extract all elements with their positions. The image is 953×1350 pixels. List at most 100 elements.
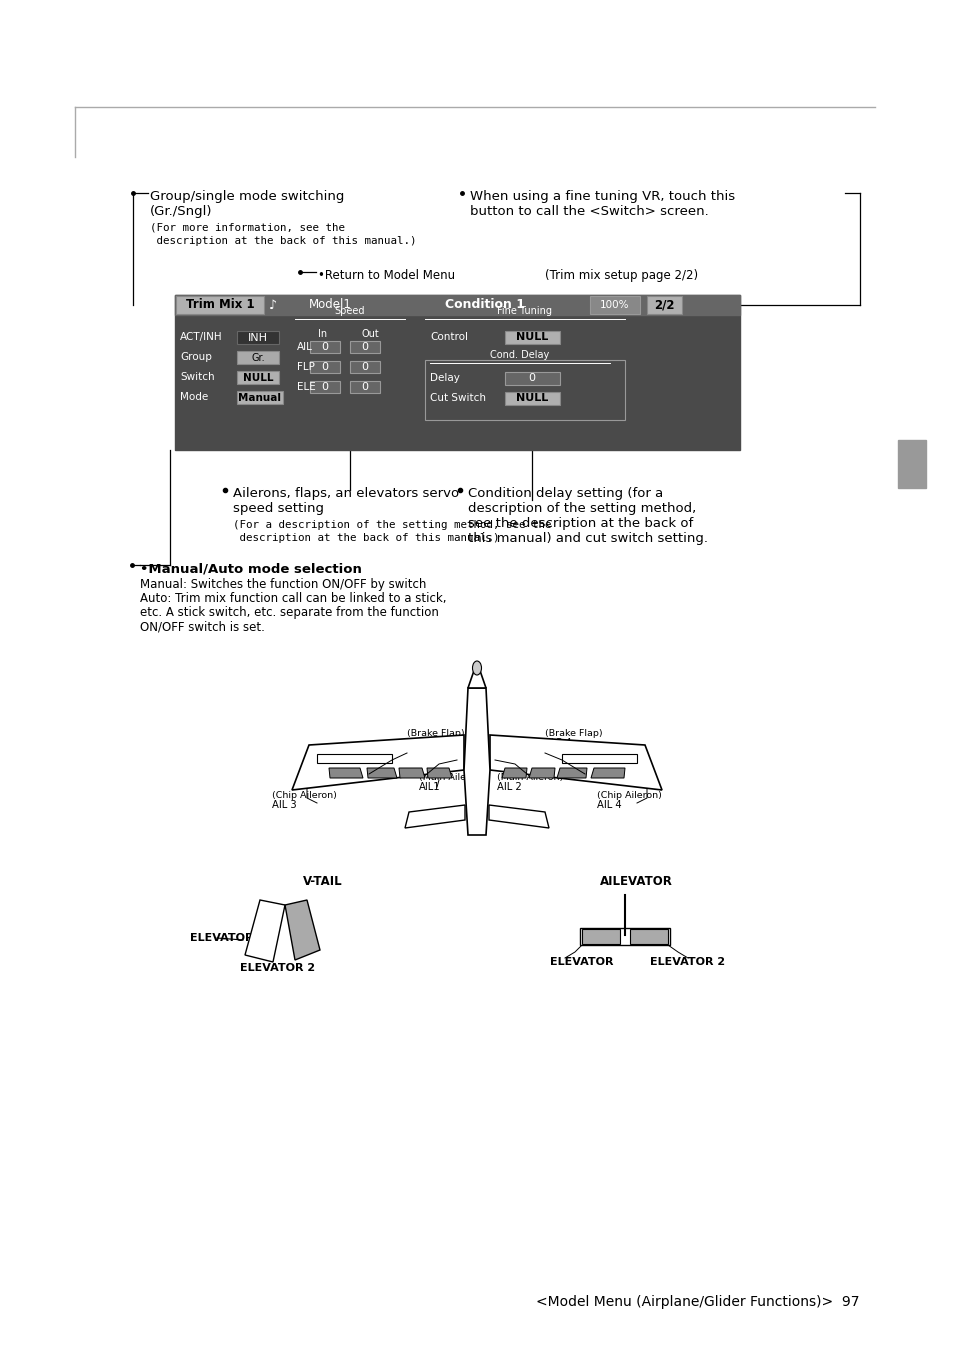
Text: (Main Aileron): (Main Aileron) [418,774,485,782]
Bar [589,296,639,315]
Text: Ailerons, flaps, an elevators servo: Ailerons, flaps, an elevators servo [233,487,458,500]
Bar [310,360,339,373]
Text: button to call the <Switch> screen.: button to call the <Switch> screen. [470,205,708,217]
Text: 100%: 100% [599,300,629,310]
Text: FLP 3: FLP 3 [407,738,434,748]
Bar [504,373,559,385]
Bar [350,342,379,352]
Text: Trim Mix 1: Trim Mix 1 [186,298,254,312]
Polygon shape [405,805,464,828]
Text: 0: 0 [321,342,328,352]
Text: Condition delay setting (for a: Condition delay setting (for a [468,487,662,500]
Text: ELEVATOR: ELEVATOR [550,957,613,967]
Bar [350,360,379,373]
Text: (Brake Flap): (Brake Flap) [407,729,464,738]
Text: (Camber Flap): (Camber Flap) [438,753,506,761]
Polygon shape [398,768,424,778]
Bar [350,381,379,393]
Text: NULL: NULL [516,393,548,404]
Text: When using a fine tuning VR, touch this: When using a fine tuning VR, touch this [470,190,735,202]
Text: ELEVATOR: ELEVATOR [190,933,253,944]
Bar [175,296,264,315]
Bar [174,296,740,315]
Text: 0: 0 [361,342,368,352]
Text: NULL: NULL [516,332,548,342]
Text: <Model Menu (Airplane/Glider Functions)>  97: <Model Menu (Airplane/Glider Functions)>… [536,1295,859,1309]
Polygon shape [292,734,463,790]
Polygon shape [285,900,319,960]
Bar [561,755,637,763]
Bar [316,755,392,763]
Text: AIL 3: AIL 3 [272,801,296,810]
Text: Gr.: Gr. [251,352,265,363]
Bar [581,929,619,944]
Bar [504,392,559,405]
Polygon shape [489,805,548,828]
Text: AIL1: AIL1 [418,782,440,792]
Polygon shape [557,768,586,778]
Bar [646,296,681,315]
Bar [236,371,278,383]
Text: description at the back of this manual.): description at the back of this manual.) [150,236,416,246]
Polygon shape [529,768,555,778]
Text: AIL 2: AIL 2 [497,782,521,792]
Text: Switch: Switch [180,373,214,382]
Text: V-TAIL: V-TAIL [303,875,342,888]
Text: AILEVATOR: AILEVATOR [599,875,672,888]
Polygon shape [590,768,624,778]
Text: ELEVATOR 2: ELEVATOR 2 [240,963,314,973]
Text: 2/2: 2/2 [653,298,674,312]
Text: Out: Out [361,329,378,339]
Ellipse shape [472,662,481,675]
Bar [236,351,278,364]
Text: (Trim mix setup page 2/2): (Trim mix setup page 2/2) [544,269,698,282]
Text: ON/OFF switch is set.: ON/OFF switch is set. [140,620,265,633]
Text: Condition 1: Condition 1 [444,298,524,312]
Bar [897,440,925,487]
Text: description at the back of this manual.): description at the back of this manual.) [233,533,499,543]
Bar [236,392,283,404]
Text: NULL: NULL [242,373,273,383]
Text: ACT/INH: ACT/INH [180,332,222,342]
Polygon shape [367,768,396,778]
Text: (Main Aileron): (Main Aileron) [497,774,562,782]
Text: etc. A stick switch, etc. separate from the function: etc. A stick switch, etc. separate from … [140,606,438,620]
Bar [424,360,624,420]
Text: (For a description of the setting method, see the: (For a description of the setting method… [233,520,551,531]
Text: AIL: AIL [296,342,313,352]
Text: 0: 0 [321,362,328,373]
Text: (Chip Aileron): (Chip Aileron) [597,791,661,801]
Bar [174,296,740,450]
Text: (Gr./Sngl): (Gr./Sngl) [150,205,213,217]
Text: see the description at the back of: see the description at the back of [468,517,693,531]
Text: In: In [318,329,327,339]
Polygon shape [501,768,526,778]
Text: •Return to Model Menu: •Return to Model Menu [317,269,455,282]
Text: Group: Group [180,352,212,362]
Text: •Manual/Auto mode selection: •Manual/Auto mode selection [140,562,361,575]
Text: Group/single mode switching: Group/single mode switching [150,190,344,202]
Text: FLP: FLP [296,362,314,373]
Text: 0: 0 [361,362,368,373]
Text: 0: 0 [321,382,328,391]
Polygon shape [579,927,669,945]
Text: INH: INH [248,333,268,343]
Text: 0: 0 [528,373,535,383]
Text: Mode: Mode [180,392,208,402]
Polygon shape [427,768,452,778]
Text: Model1: Model1 [308,298,351,312]
Text: Delay: Delay [430,373,459,383]
Text: 0: 0 [361,382,368,391]
Text: Cut Switch: Cut Switch [430,393,485,404]
Text: (Brake Flap): (Brake Flap) [544,729,602,738]
Text: ELE: ELE [296,382,315,391]
Text: FLP 1: FLP 1 [438,761,465,772]
Bar [236,331,278,344]
Text: this manual) and cut switch setting.: this manual) and cut switch setting. [468,532,707,545]
Text: description of the setting method,: description of the setting method, [468,502,696,514]
Text: FLP 2: FLP 2 [495,761,525,772]
Text: Control: Control [430,332,468,342]
Polygon shape [490,734,661,790]
Polygon shape [329,768,363,778]
Bar [504,331,559,344]
